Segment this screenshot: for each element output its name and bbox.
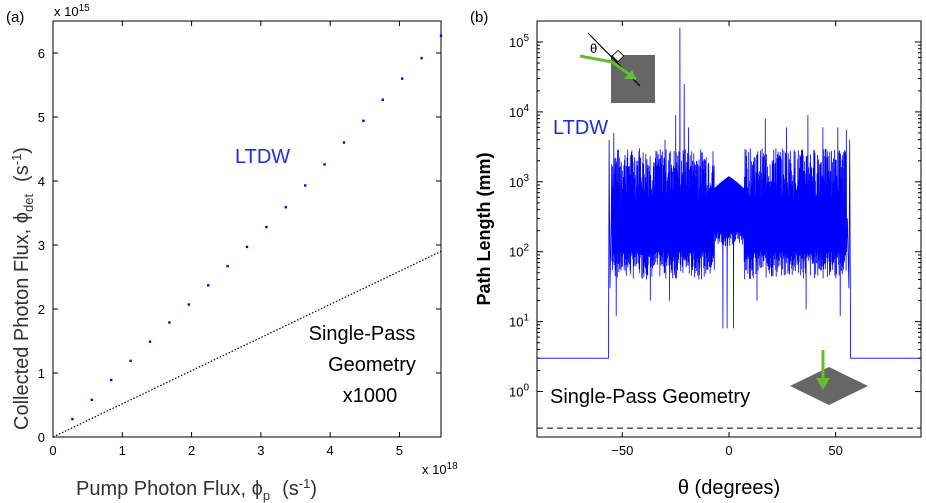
panel-a-ltdw-point bbox=[284, 206, 287, 209]
inset-diamond-icon bbox=[790, 350, 868, 405]
panel-a-y-tick-label: 1 bbox=[38, 366, 45, 381]
inset-slab-icon: θ bbox=[579, 32, 655, 103]
panel-a-y-tick-label: 3 bbox=[38, 238, 45, 253]
panel-a-y-tick-label: 6 bbox=[38, 46, 45, 61]
panel-b-y-tick-label: 100 bbox=[509, 383, 529, 400]
panel-a-y-tick-label: 4 bbox=[38, 174, 45, 189]
panel-a-axes-box bbox=[52, 20, 442, 438]
panel-a-ltdw-annotation: LTDW bbox=[235, 146, 290, 168]
panel-b-ticks: −50 0 50 100 101 102 103 104 105 bbox=[509, 21, 921, 458]
panel-a-ltdw-point bbox=[226, 264, 229, 268]
panel-a-ltdw-point bbox=[381, 98, 384, 101]
panel-a-ltdw-point bbox=[148, 340, 152, 343]
panel-b: (b) −50 0 50 100 101 102 103 104 105 LTDW Single… bbox=[470, 9, 922, 499]
panel-a-ltdw-point bbox=[110, 378, 113, 382]
panel-a-single-pass-line bbox=[52, 250, 442, 438]
panel-a-ltdw-point bbox=[420, 56, 423, 60]
panel-a-single-pass-line1: Single-Pass bbox=[309, 323, 416, 345]
panel-a-ltdw-point bbox=[245, 245, 249, 249]
panel-a-x-tick-label: 3 bbox=[257, 443, 264, 458]
panel-a: (a) x 1015 x 1018 0 1 2 3 4 5 0 1 2 3 4 5 6 LTDW Sin… bbox=[6, 3, 458, 503]
panel-b-x-tick-label: 0 bbox=[725, 443, 732, 458]
panel-a-ltdw-point bbox=[342, 141, 346, 144]
panel-a-ltdw-point bbox=[187, 303, 190, 306]
panel-b-y-tick-label: 103 bbox=[509, 173, 529, 190]
panel-a-single-pass-line2: Geometry bbox=[328, 354, 416, 376]
panel-a-y-tick-label: 2 bbox=[38, 302, 45, 317]
panel-a-single-pass-line3: x1000 bbox=[343, 385, 398, 407]
panel-b-x-axis-label: θ (degrees) bbox=[678, 477, 780, 499]
panel-b-y-tick-label: 101 bbox=[509, 313, 529, 330]
panel-a-y-tick-label: 0 bbox=[38, 430, 45, 445]
panel-a-x-tick-label: 1 bbox=[119, 443, 126, 458]
panel-b-y-axis-label: Path Length (mm) bbox=[474, 153, 494, 306]
panel-b-y-tick-label: 104 bbox=[509, 103, 529, 120]
panel-a-ltdw-point bbox=[90, 398, 93, 402]
panel-a-ltdw-point bbox=[439, 34, 443, 37]
panel-a-series bbox=[52, 34, 443, 438]
panel-a-y-axis-label: Collected Photon Flux, ϕdet(s-1) bbox=[9, 147, 36, 430]
panel-a-ltdw-point bbox=[265, 225, 268, 229]
panel-b-y-tick-label: 102 bbox=[509, 243, 529, 260]
panel-a-ltdw-point bbox=[129, 359, 132, 363]
panel-a-y-multiplier: x 1015 bbox=[54, 3, 90, 19]
panel-b-x-tick-label: −50 bbox=[611, 443, 633, 458]
panel-b-ltdw-curve bbox=[537, 27, 921, 359]
panel-a-x-tick-label: 2 bbox=[188, 443, 195, 458]
panel-a-ltdw-point bbox=[304, 184, 307, 187]
panel-a-ltdw-point bbox=[207, 284, 210, 287]
panel-a-x-tick-label: 4 bbox=[327, 443, 334, 458]
panel-a-ltdw-point bbox=[71, 417, 74, 421]
panel-a-ticks: 0 1 2 3 4 5 0 1 2 3 4 5 6 bbox=[38, 21, 441, 458]
panel-b-label: (b) bbox=[470, 9, 488, 26]
inset-theta-label: θ bbox=[590, 41, 597, 56]
panel-a-x-tick-label: 5 bbox=[396, 443, 403, 458]
panel-a-y-tick-label: 5 bbox=[38, 110, 45, 125]
panel-a-x-axis-label: Pump Photon Flux, ϕp (s-1) bbox=[76, 476, 317, 503]
panel-b-y-tick-label: 105 bbox=[509, 33, 529, 50]
panel-a-x-multiplier: x 1018 bbox=[422, 461, 458, 477]
panel-a-label: (a) bbox=[6, 9, 24, 26]
panel-a-ltdw-point bbox=[323, 163, 326, 166]
panel-a-ltdw-point bbox=[401, 77, 404, 80]
panel-b-ltdw-annotation: LTDW bbox=[553, 117, 608, 139]
panel-a-ltdw-point bbox=[362, 119, 365, 123]
panel-b-x-tick-label: 50 bbox=[828, 443, 842, 458]
panel-a-x-tick-label: 0 bbox=[49, 443, 56, 458]
panel-b-single-pass-annotation: Single-Pass Geometry bbox=[550, 386, 750, 408]
panel-a-ltdw-point bbox=[168, 321, 171, 324]
panel-b-series bbox=[537, 27, 921, 429]
